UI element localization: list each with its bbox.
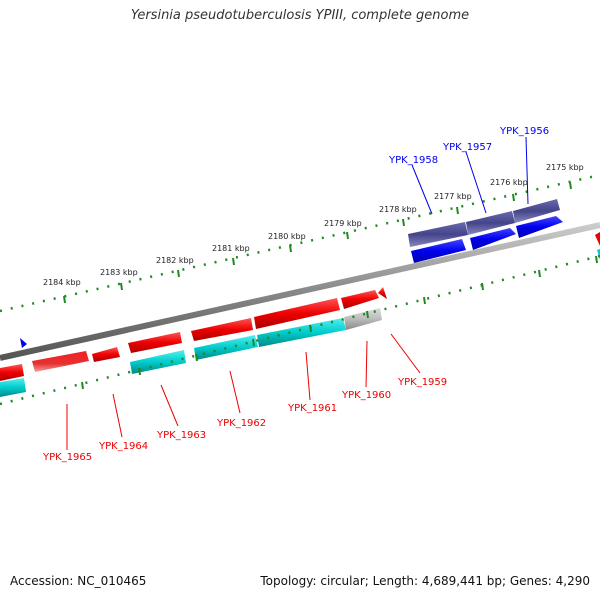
- gene-label-ypk-1965: YPK_1965: [42, 452, 92, 463]
- gene-label-ypk-1958: YPK_1958: [388, 155, 438, 166]
- scale-label: 2179 kbp: [324, 219, 362, 228]
- gene-label-ypk-1957: YPK_1957: [442, 142, 492, 153]
- reverse-gene-labels: YPK_1959 YPK_1960 YPK_1961 YPK_1962 YPK_…: [42, 333, 447, 463]
- gene-label-ypk-1961: YPK_1961: [287, 403, 337, 414]
- gene-label-ypk-1959: YPK_1959: [397, 377, 447, 388]
- forward-gene-track: [411, 216, 600, 263]
- accession-text: Accession: NC_010465: [10, 574, 147, 588]
- scale-label: 2177 kbp: [434, 192, 472, 201]
- scale-label: 2184 kbp: [43, 278, 81, 287]
- reverse-cds-track: [0, 308, 382, 397]
- outer-tick-ring: [0, 173, 600, 313]
- scale-label: 2175 kbp: [546, 163, 584, 172]
- genome-backbone: [0, 222, 600, 361]
- gene-label-ypk-1963: YPK_1963: [156, 430, 206, 441]
- forward-gene-labels: YPK_1956 YPK_1957 YPK_1958: [388, 126, 549, 215]
- scale-label: 2181 kbp: [212, 244, 250, 253]
- scale-label: 2178 kbp: [379, 205, 417, 214]
- reverse-gene-track: [0, 287, 387, 381]
- forward-gene-fragment: [20, 338, 27, 348]
- gene-label-ypk-1960: YPK_1960: [341, 390, 391, 401]
- inner-tick-ring: [0, 254, 600, 406]
- scale-label: 2180 kbp: [268, 232, 306, 241]
- gene-label-ypk-1956: YPK_1956: [499, 126, 549, 137]
- map-title: Yersinia pseudotuberculosis YPIII, compl…: [130, 8, 470, 23]
- forward-cds-track: [408, 199, 560, 247]
- scale-label: 2176 kbp: [490, 178, 528, 187]
- gene-label-ypk-1962: YPK_1962: [216, 418, 266, 429]
- gene-label-ypk-1964: YPK_1964: [98, 441, 148, 452]
- genome-stats-text: Topology: circular; Length: 4,689,441 bp…: [260, 574, 590, 588]
- scale-label: 2182 kbp: [156, 256, 194, 265]
- scale-label: 2183 kbp: [100, 268, 138, 277]
